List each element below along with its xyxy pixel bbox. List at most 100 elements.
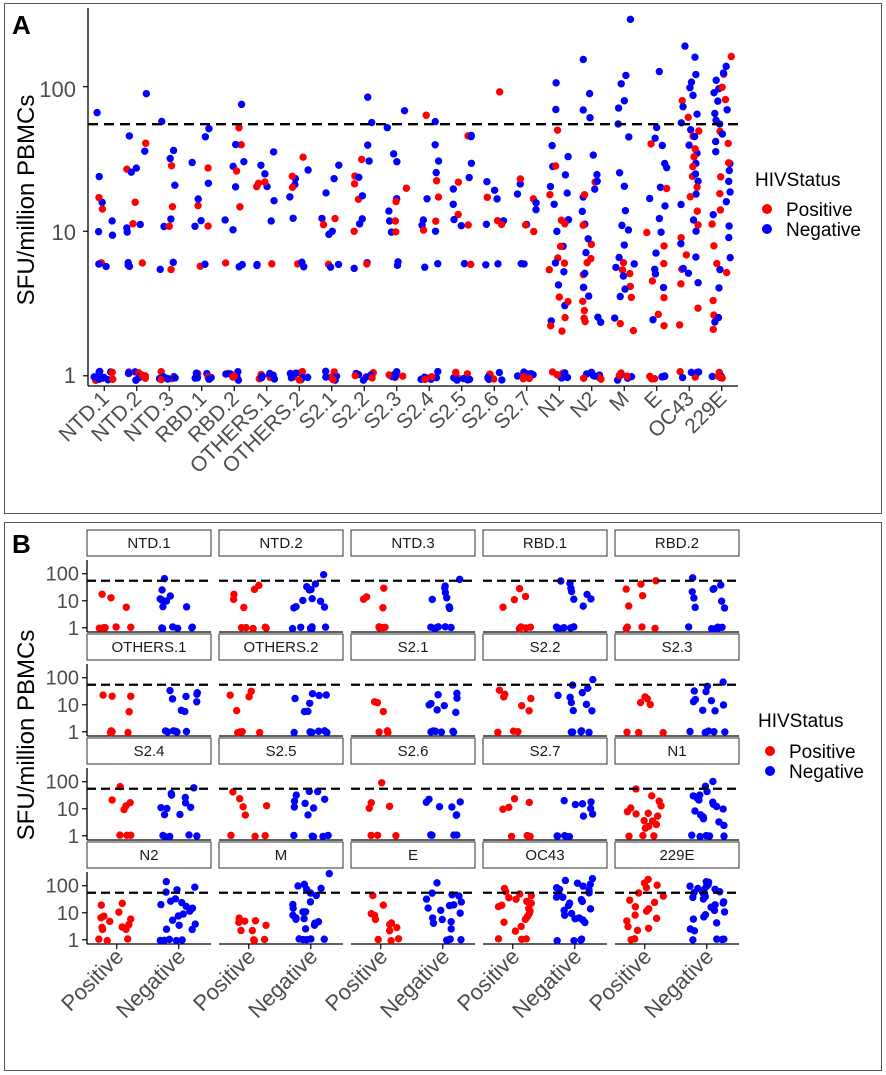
panel-a-point-s2-1-negative [334, 260, 343, 269]
panel-a-point-rbd-1-negative [191, 222, 199, 230]
facet-point-negative [434, 691, 442, 699]
facet-point-negative [289, 904, 297, 913]
panel-a-point-ntd-1-positive [109, 375, 117, 383]
facet-point-negative [437, 728, 446, 736]
facet-point-positive [393, 923, 401, 932]
panel-a-point-ntd-1-positive [95, 193, 103, 202]
panel-a-point-s2-4-positive [432, 177, 441, 185]
facet-point-positive [248, 926, 257, 935]
facet-point-negative [707, 624, 716, 633]
panel-a-point-n2-positive [580, 306, 589, 315]
panel-a-point-e-positive [648, 277, 657, 285]
facet-point-negative [445, 604, 454, 613]
panel-a-point-n1-positive [546, 190, 554, 199]
panel-a-point-n1-positive [551, 162, 560, 170]
panel-a-point-m-negative [619, 272, 628, 280]
facet-point-negative [709, 777, 717, 786]
panel-a-point-ntd-3-positive [168, 202, 177, 211]
panel-a-point-n1-positive [547, 322, 555, 330]
facet-point-positive [245, 693, 253, 701]
facet-point-negative [428, 595, 436, 604]
panel-a-point-s2-1-negative [322, 189, 330, 197]
facet-x-tick-label-negative: Negative [243, 944, 322, 1023]
panel-a-point-s2-1-negative [322, 373, 330, 381]
panel-a-point-oc43-negative [691, 170, 700, 178]
facet-point-positive [499, 805, 507, 813]
panel-a-point-oc43-negative [694, 279, 702, 287]
panel-a-point-ntd-3-negative [164, 375, 172, 383]
panel-a-point-e-negative [660, 372, 669, 381]
panel-a-point-m-positive [626, 269, 634, 278]
panel-a-point-n2-positive [587, 254, 595, 263]
facet-point-positive [116, 831, 124, 839]
panel-a-point-oc43-negative [687, 78, 696, 86]
facet-point-negative [163, 804, 171, 813]
panel-a-point-s2-6-negative [484, 374, 492, 382]
panel-a-point-ntd-2-positive [129, 220, 137, 228]
facet-point-positive [371, 915, 380, 924]
facet-point-negative [587, 595, 595, 603]
facet-point-positive [250, 936, 259, 945]
facet-point-positive [251, 832, 259, 841]
facet-point-negative [700, 913, 708, 921]
panel-a-point-n1-negative [546, 182, 555, 191]
facet-point-negative [297, 623, 305, 631]
facet-point-negative [450, 831, 458, 839]
facet-y-tick-label: 10 [57, 903, 79, 925]
facet-point-negative [578, 688, 587, 697]
panel-a-point-n1-positive [558, 327, 566, 335]
facet-point-positive [652, 914, 661, 923]
facet-point-positive [637, 580, 645, 588]
panel-a-point-m-negative [617, 80, 625, 88]
facet-y-tick-label: 1 [68, 722, 79, 744]
panel-a-point-s2-4-positive [419, 226, 428, 234]
facet-strip-label-229e: 229E [659, 847, 694, 864]
facet-points-s2-2 [494, 675, 597, 737]
facet-point-positive [643, 695, 651, 703]
facet-point-positive [525, 798, 534, 807]
facet-point-negative [577, 728, 585, 736]
panel-a-point-s2-1-negative [335, 161, 343, 169]
facet-point-positive [644, 809, 652, 817]
facet-point-negative [686, 882, 694, 890]
panel-a-point-n1-positive [553, 126, 562, 134]
panel-a-point-n1-positive [561, 220, 569, 228]
facet-point-negative [553, 937, 561, 945]
panel-a-point-229e-negative [723, 106, 731, 114]
panel-b-legend-negative-label: Negative [789, 762, 864, 783]
panel-a-point-oc43-negative [692, 70, 700, 79]
panel-a-point-ntd-1-negative [102, 262, 110, 271]
panel-a-point-s2-4-positive [421, 375, 429, 384]
facet-point-positive [642, 907, 651, 915]
panel-a-point-s2-3-negative [400, 106, 409, 115]
facet-point-positive [494, 902, 503, 911]
panel-a-point-s2-3-negative [385, 207, 393, 215]
panel-a-point-n1-negative [548, 141, 556, 150]
facet-point-negative [696, 832, 704, 841]
facet-point-negative [306, 898, 315, 906]
facet-point-negative [166, 832, 174, 841]
panel-a-point-229e-positive [716, 189, 724, 198]
facet-point-negative [165, 935, 174, 944]
panel-a-point-s2-5-negative [453, 376, 461, 384]
facet-y-tick-label: 10 [57, 799, 79, 821]
facet-point-positive [251, 917, 260, 925]
facet-point-negative [684, 623, 693, 631]
facet-points-n1 [623, 777, 728, 841]
facet-point-positive [367, 831, 375, 840]
facet-point-negative [689, 936, 697, 944]
panel-a-legend-title: HIVStatus [755, 170, 841, 191]
panel-a-point-oc43-negative [692, 227, 700, 235]
panel-a-point-oc43-positive [694, 304, 702, 312]
facet-point-negative [176, 810, 184, 819]
facet-strip-label-s2-4: S2.4 [134, 743, 165, 760]
panel-a-point-oc43-positive [689, 162, 697, 171]
facet-point-negative [447, 917, 455, 926]
facet-point-negative [308, 832, 316, 840]
panel-a-point-s2-3-negative [389, 150, 398, 158]
panel-a-point-oc43-negative [677, 240, 685, 248]
facet-point-negative [719, 701, 728, 709]
panel-a-point-ntd-3-negative [171, 374, 179, 382]
facet-point-positive [652, 577, 660, 585]
